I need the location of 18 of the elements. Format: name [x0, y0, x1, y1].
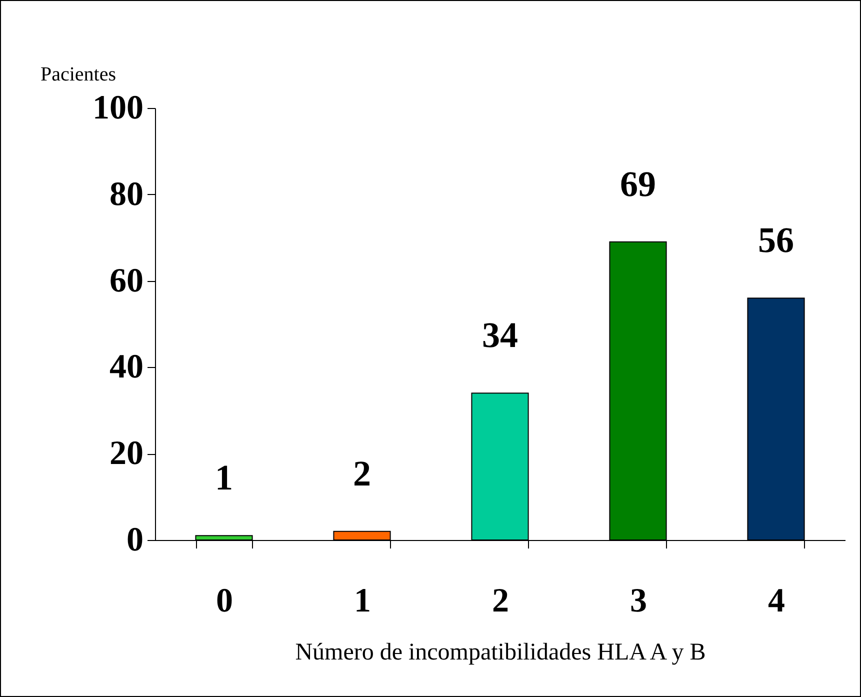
- x-tick-label: 3: [630, 582, 647, 620]
- y-tick-label: 100: [92, 90, 144, 126]
- y-tick-label: 0: [126, 522, 144, 558]
- y-tick-label: 80: [110, 176, 144, 213]
- x-tick-label: 0: [216, 582, 233, 620]
- data-label: 2: [353, 453, 371, 494]
- y-tick-label: 60: [110, 262, 144, 300]
- x-axis-title: Número de incompatibilidades HLA A y B: [295, 640, 706, 666]
- y-tick-label: 40: [110, 348, 144, 386]
- x-tick-label: 2: [492, 582, 509, 620]
- data-label: 1: [215, 458, 233, 498]
- x-tick-label: 1: [354, 582, 371, 620]
- y-axis-title: Pacientes: [40, 64, 116, 86]
- y-tick-label: 20: [110, 435, 144, 472]
- data-label: 34: [482, 315, 518, 356]
- x-tick-label: 4: [768, 582, 785, 620]
- data-label: 69: [620, 164, 656, 204]
- data-label: 56: [758, 220, 794, 260]
